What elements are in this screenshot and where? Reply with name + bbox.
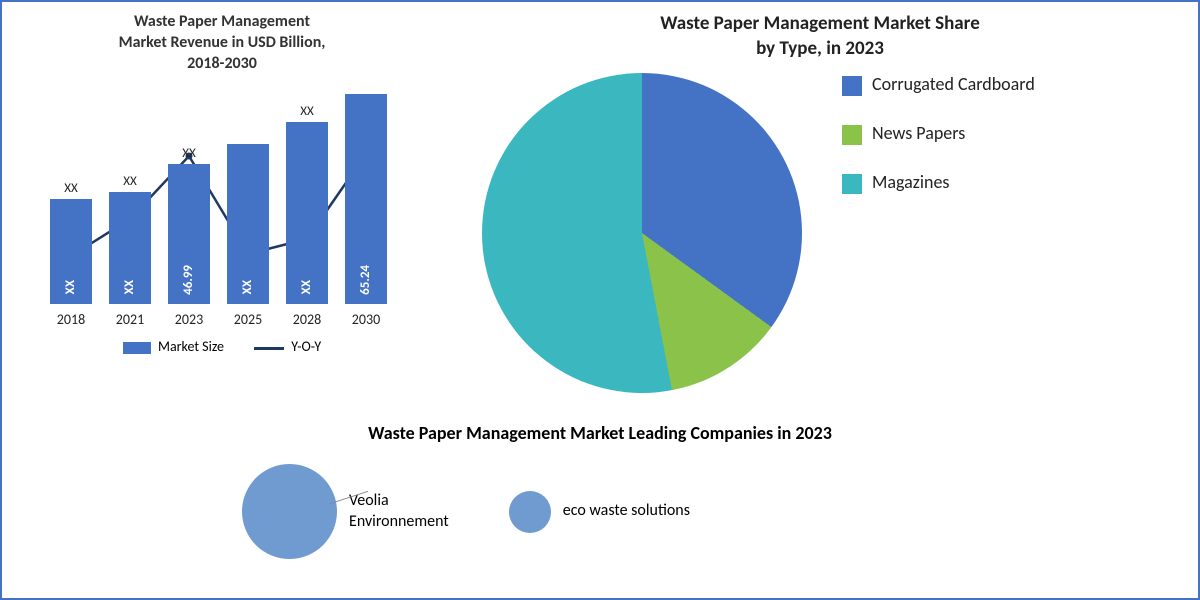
pie-legend: Corrugated Cardboard News Papers Magazines [842, 73, 1035, 393]
company-bubble [242, 464, 337, 559]
companies-title: Waste Paper Management Market Leading Co… [22, 422, 1178, 444]
legend-market-size: Market Size [123, 338, 224, 355]
legend-swatch-bar [123, 342, 151, 354]
top-row: Waste Paper ManagementMarket Revenue in … [2, 2, 1198, 422]
bar-value-label: 46.99 [181, 265, 196, 295]
x-axis-label: 2025 [223, 311, 273, 328]
bar-value-label: 65.24 [358, 265, 373, 295]
bar-top-label: XX [182, 146, 196, 161]
legend-market-size-label: Market Size [158, 338, 224, 355]
bar: 65.24 [345, 94, 387, 304]
bar-value-label: XX [240, 280, 255, 294]
legend-swatch-line [254, 347, 284, 350]
pie-legend-item: Magazines [842, 171, 1035, 194]
bar-chart-legend: Market Size Y-O-Y [22, 338, 422, 355]
bar: XX [227, 144, 269, 304]
x-axis-label: 2018 [46, 311, 96, 328]
company-bubble-group: VeoliaEnvironnement [242, 464, 449, 559]
bar-top-label: XX [123, 174, 137, 189]
pie-legend-swatch [842, 174, 862, 194]
pie-legend-label: Magazines [872, 171, 949, 193]
bar-top-label: XX [300, 104, 314, 119]
pie-legend-swatch [842, 76, 862, 96]
bar: XXXX [50, 199, 92, 304]
bar-chart-section: Waste Paper ManagementMarket Revenue in … [2, 2, 442, 422]
bar-top-label: XX [64, 181, 78, 196]
x-axis-label: 2030 [341, 311, 391, 328]
pie-chart-title: Waste Paper Management Market Shareby Ty… [452, 12, 1188, 61]
companies-section: Waste Paper Management Market Leading Co… [2, 422, 1198, 559]
bar: XXXX [286, 122, 328, 304]
x-axis-label: 2028 [282, 311, 332, 328]
company-bubble [509, 491, 551, 533]
pie-legend-item: Corrugated Cardboard [842, 73, 1035, 96]
pie-legend-item: News Papers [842, 122, 1035, 145]
legend-yoy: Y-O-Y [254, 338, 321, 355]
bubble-row: VeoliaEnvironnement eco waste solutions [22, 464, 1178, 559]
x-axis-label: 2023 [164, 311, 214, 328]
company-label: eco waste solutions [563, 501, 690, 522]
bar-value-label: XX [299, 280, 314, 294]
legend-yoy-label: Y-O-Y [291, 338, 321, 355]
pie-chart [482, 73, 802, 393]
bar-chart-title: Waste Paper ManagementMarket Revenue in … [22, 12, 422, 74]
company-label: VeoliaEnvironnement [349, 491, 449, 533]
company-bubble-group: eco waste solutions [509, 491, 690, 533]
pie-legend-label: Corrugated Cardboard [872, 73, 1035, 95]
x-axis-label: 2021 [105, 311, 155, 328]
bar: 46.99XX [168, 164, 210, 304]
bar-value-label: XX [63, 280, 78, 294]
bar-value-label: XX [122, 280, 137, 294]
pie-chart-section: Waste Paper Management Market Shareby Ty… [442, 2, 1198, 422]
pie-legend-swatch [842, 125, 862, 145]
pie-legend-label: News Papers [872, 122, 965, 144]
bar-chart-canvas: XXXX2018XXXX202146.99XX2023XX2025XXXX202… [42, 84, 402, 324]
pie-wrap: Corrugated Cardboard News Papers Magazines [452, 73, 1188, 393]
bar: XXXX [109, 192, 151, 304]
